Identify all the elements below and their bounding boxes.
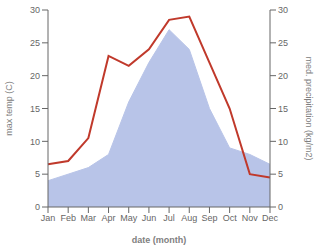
svg-text:5: 5 [278,169,283,179]
svg-text:20: 20 [278,71,288,81]
svg-text:Jul: Jul [163,213,175,223]
svg-text:25: 25 [278,38,288,48]
svg-text:med. precipitation (kg/m2): med. precipitation (kg/m2) [304,56,310,160]
svg-text:Oct: Oct [223,213,238,223]
svg-text:max temp (C): max temp (C) [8,81,14,136]
svg-text:15: 15 [278,104,288,114]
svg-text:Nov: Nov [242,213,259,223]
svg-text:0: 0 [35,202,40,212]
svg-text:Apr: Apr [102,213,116,223]
svg-text:Aug: Aug [181,213,197,223]
svg-text:Dec: Dec [262,213,279,223]
svg-text:Jan: Jan [41,213,56,223]
svg-text:Feb: Feb [60,213,76,223]
svg-text:25: 25 [30,38,40,48]
svg-text:20: 20 [30,71,40,81]
svg-text:10: 10 [278,137,288,147]
svg-text:0: 0 [278,202,283,212]
svg-text:May: May [120,213,138,223]
svg-text:Mar: Mar [81,213,97,223]
svg-text:date (month): date (month) [132,235,187,245]
svg-text:30: 30 [30,5,40,15]
svg-text:15: 15 [30,104,40,114]
svg-text:30: 30 [278,5,288,15]
svg-text:5: 5 [35,169,40,179]
svg-text:Jun: Jun [142,213,157,223]
svg-text:10: 10 [30,137,40,147]
svg-text:Sep: Sep [201,213,217,223]
